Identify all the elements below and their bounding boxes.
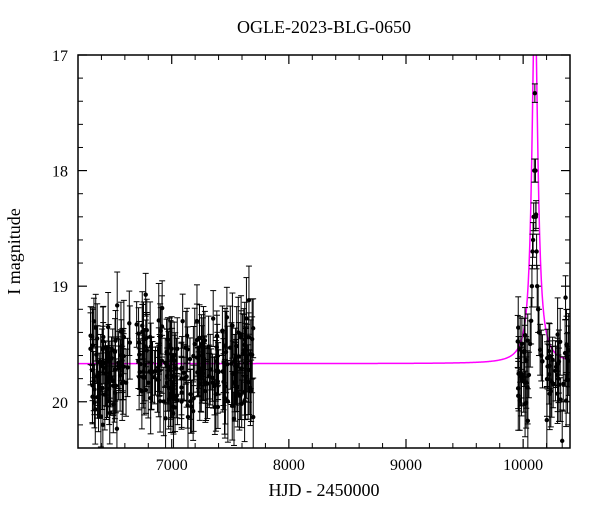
svg-text:18: 18 <box>52 164 68 181</box>
svg-text:20: 20 <box>52 395 68 412</box>
svg-text:19: 19 <box>52 279 68 296</box>
svg-text:10000: 10000 <box>503 457 543 474</box>
lightcurve-chart: OGLE-2023-BLG-0650 I magnitude HJD - 24500… <box>0 0 600 512</box>
svg-text:8000: 8000 <box>273 457 305 474</box>
chart-title: OGLE-2023-BLG-0650 <box>237 17 411 37</box>
ylabel: I magnitude <box>4 208 24 294</box>
chart-svg: OGLE-2023-BLG-0650 I magnitude HJD - 24500… <box>0 0 600 512</box>
svg-text:9000: 9000 <box>390 457 422 474</box>
xlabel: HJD - 2450000 <box>269 480 380 500</box>
svg-text:7000: 7000 <box>156 457 188 474</box>
svg-text:17: 17 <box>52 48 68 65</box>
